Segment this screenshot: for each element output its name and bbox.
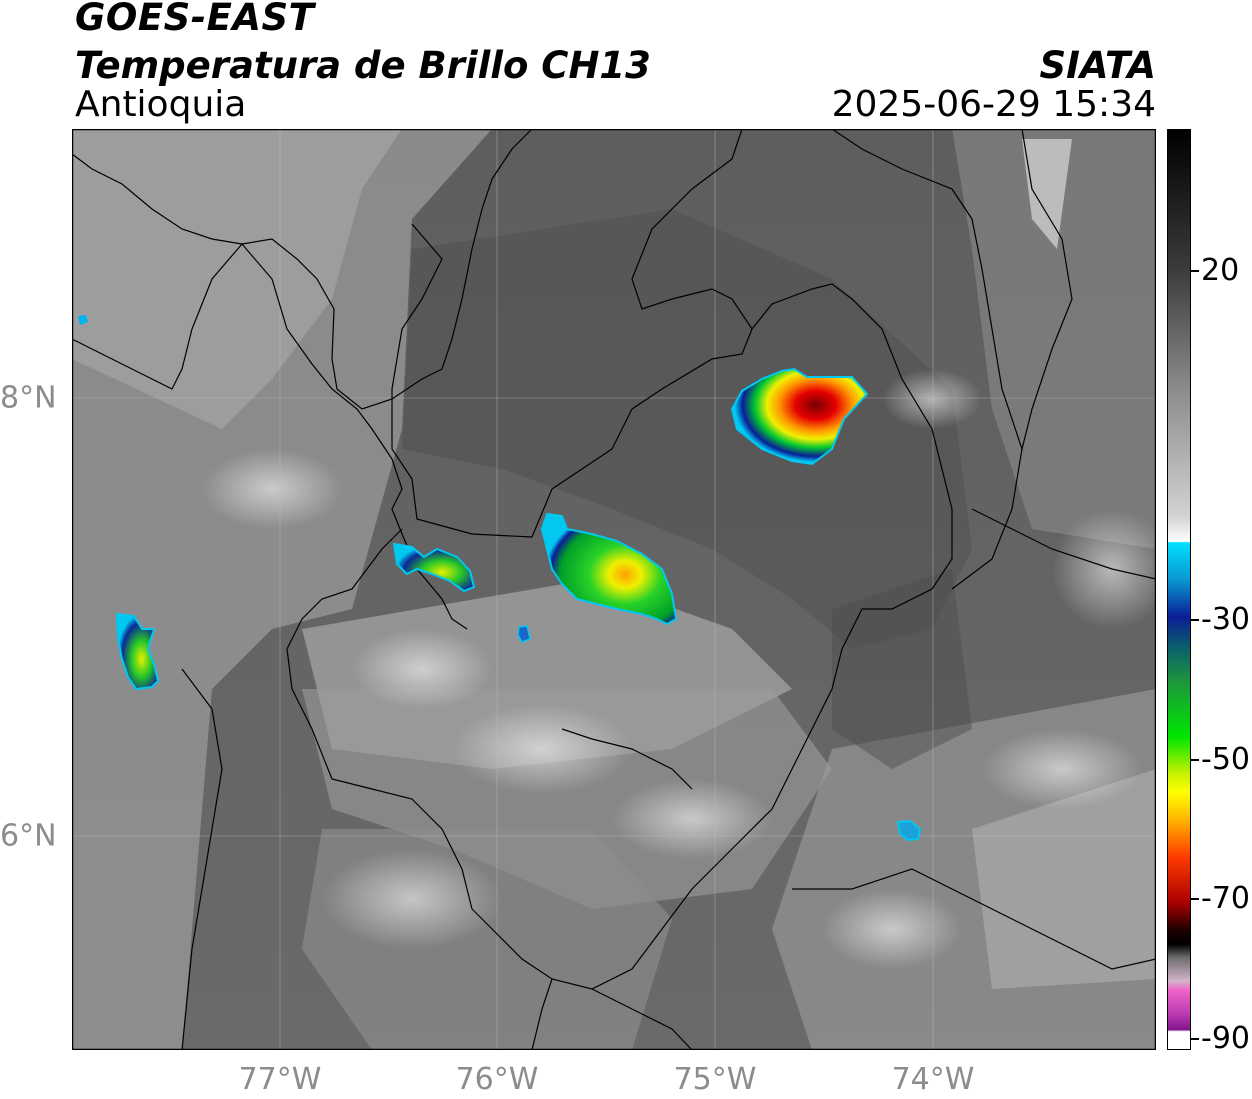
storm-northeast xyxy=(730,367,869,466)
river-border-e xyxy=(971,508,1156,580)
region-label: Antioquia xyxy=(75,84,247,125)
product-title: Temperatura de Brillo CH13 xyxy=(75,44,651,87)
cell-west-edge xyxy=(78,315,88,325)
colorbar-label-minus30: -30 xyxy=(1201,602,1250,637)
x-label-77w: 77°W xyxy=(238,1062,322,1097)
boundaries xyxy=(72,129,1156,1050)
storm-west-small xyxy=(392,542,476,593)
department-border-east xyxy=(631,129,753,330)
department-border-s xyxy=(591,988,693,1050)
colorbar-label-minus90: -90 xyxy=(1201,1021,1250,1056)
coast-west xyxy=(72,153,243,245)
coastline-gulf xyxy=(241,129,533,410)
dept-border-south-loop xyxy=(531,978,553,1050)
storm-far-west xyxy=(115,612,160,691)
timestamp-label: 2025-06-29 15:34 xyxy=(831,84,1156,125)
colorbar-tick-minus30 xyxy=(1191,619,1199,621)
y-label-6n: 6°N xyxy=(0,818,57,854)
satellite-map xyxy=(72,129,1156,1050)
agency-label: SIATA xyxy=(1039,44,1156,87)
department-border-ne xyxy=(831,129,1023,590)
x-label-75w: 75°W xyxy=(673,1062,757,1097)
colorbar-label-minus50: -50 xyxy=(1201,742,1250,777)
x-label-76w: 76°W xyxy=(455,1062,539,1097)
cell-south-east xyxy=(896,819,922,842)
colorbar-tick-minus90 xyxy=(1191,1038,1199,1040)
colorbar-tick-20 xyxy=(1191,270,1199,272)
dept-border-far-ne xyxy=(1021,129,1073,450)
colorbar-tick-minus50 xyxy=(1191,759,1199,761)
dept-border-center xyxy=(561,728,693,790)
department-border-se xyxy=(792,868,1156,970)
graticule xyxy=(72,129,1156,1050)
cell-central-tiny xyxy=(517,625,531,643)
colorbar-label-20: 20 xyxy=(1201,253,1240,288)
satellite-title: GOES-EAST xyxy=(75,0,315,39)
department-border-sw xyxy=(181,668,223,1050)
colorbar-label-minus70: -70 xyxy=(1201,881,1250,916)
storm-central xyxy=(540,512,678,626)
colorbar-tick-minus70 xyxy=(1191,898,1199,900)
colorbar xyxy=(1167,129,1191,1050)
x-label-74w: 74°W xyxy=(891,1062,975,1097)
y-label-8n: 8°N xyxy=(0,380,57,416)
antioquia-border xyxy=(286,223,953,990)
